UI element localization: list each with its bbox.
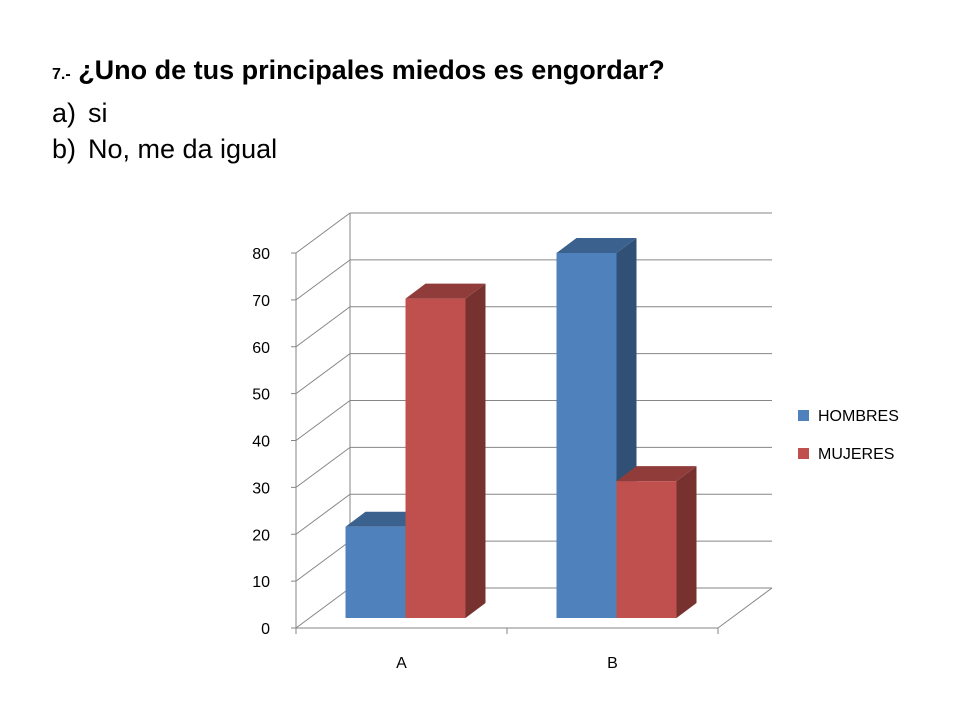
option-letter: b) [52,134,77,164]
option-text: No, me da igual [88,134,278,164]
gridline-side [295,259,351,301]
legend-label: MUJERES [818,446,894,463]
bar-top [616,466,697,482]
y-tick-label: 80 [252,246,270,263]
legend-label: HOMBRES [818,408,899,425]
question-block: 7.- ¿Uno de tus principales miedos es en… [52,50,912,167]
gridline-side [295,400,351,441]
legend-swatch [798,410,809,421]
bar [405,298,466,618]
y-tick-label: 10 [252,574,270,591]
gridline-side [295,306,351,348]
option-text: si [88,98,108,128]
bar [556,253,617,618]
gridline-side [295,212,351,254]
legend-swatch [798,448,809,459]
bar [345,526,406,618]
x-tick-label: A [396,655,407,672]
bar-top [556,238,637,253]
y-tick-label: 40 [252,434,270,451]
gridline-side [295,353,351,395]
gridline-side [295,493,351,535]
answer-option-a: a) si [52,95,912,131]
y-tick-label: 70 [252,293,270,310]
question-number: 7.- [52,66,71,83]
x-tick-label: B [607,655,618,672]
option-letter: a) [52,98,77,128]
y-tick-label: 60 [252,340,270,357]
gridline-side [295,446,351,488]
y-tick-label: 50 [252,387,270,404]
answer-option-b: b) No, me da igual [52,131,912,167]
bar [616,481,677,618]
bar-top [405,283,486,299]
y-tick-label: 0 [261,621,270,638]
bar-side [676,466,697,618]
bar-side [465,283,486,618]
floor-edge [717,587,773,629]
question-text: ¿Uno de tus principales miedos es engord… [78,55,665,85]
y-tick-label: 30 [252,480,270,497]
gridline-side [295,587,351,629]
y-tick-label: 20 [252,527,270,544]
question-heading: 7.- ¿Uno de tus principales miedos es en… [52,50,912,95]
gridline-side [295,540,351,582]
